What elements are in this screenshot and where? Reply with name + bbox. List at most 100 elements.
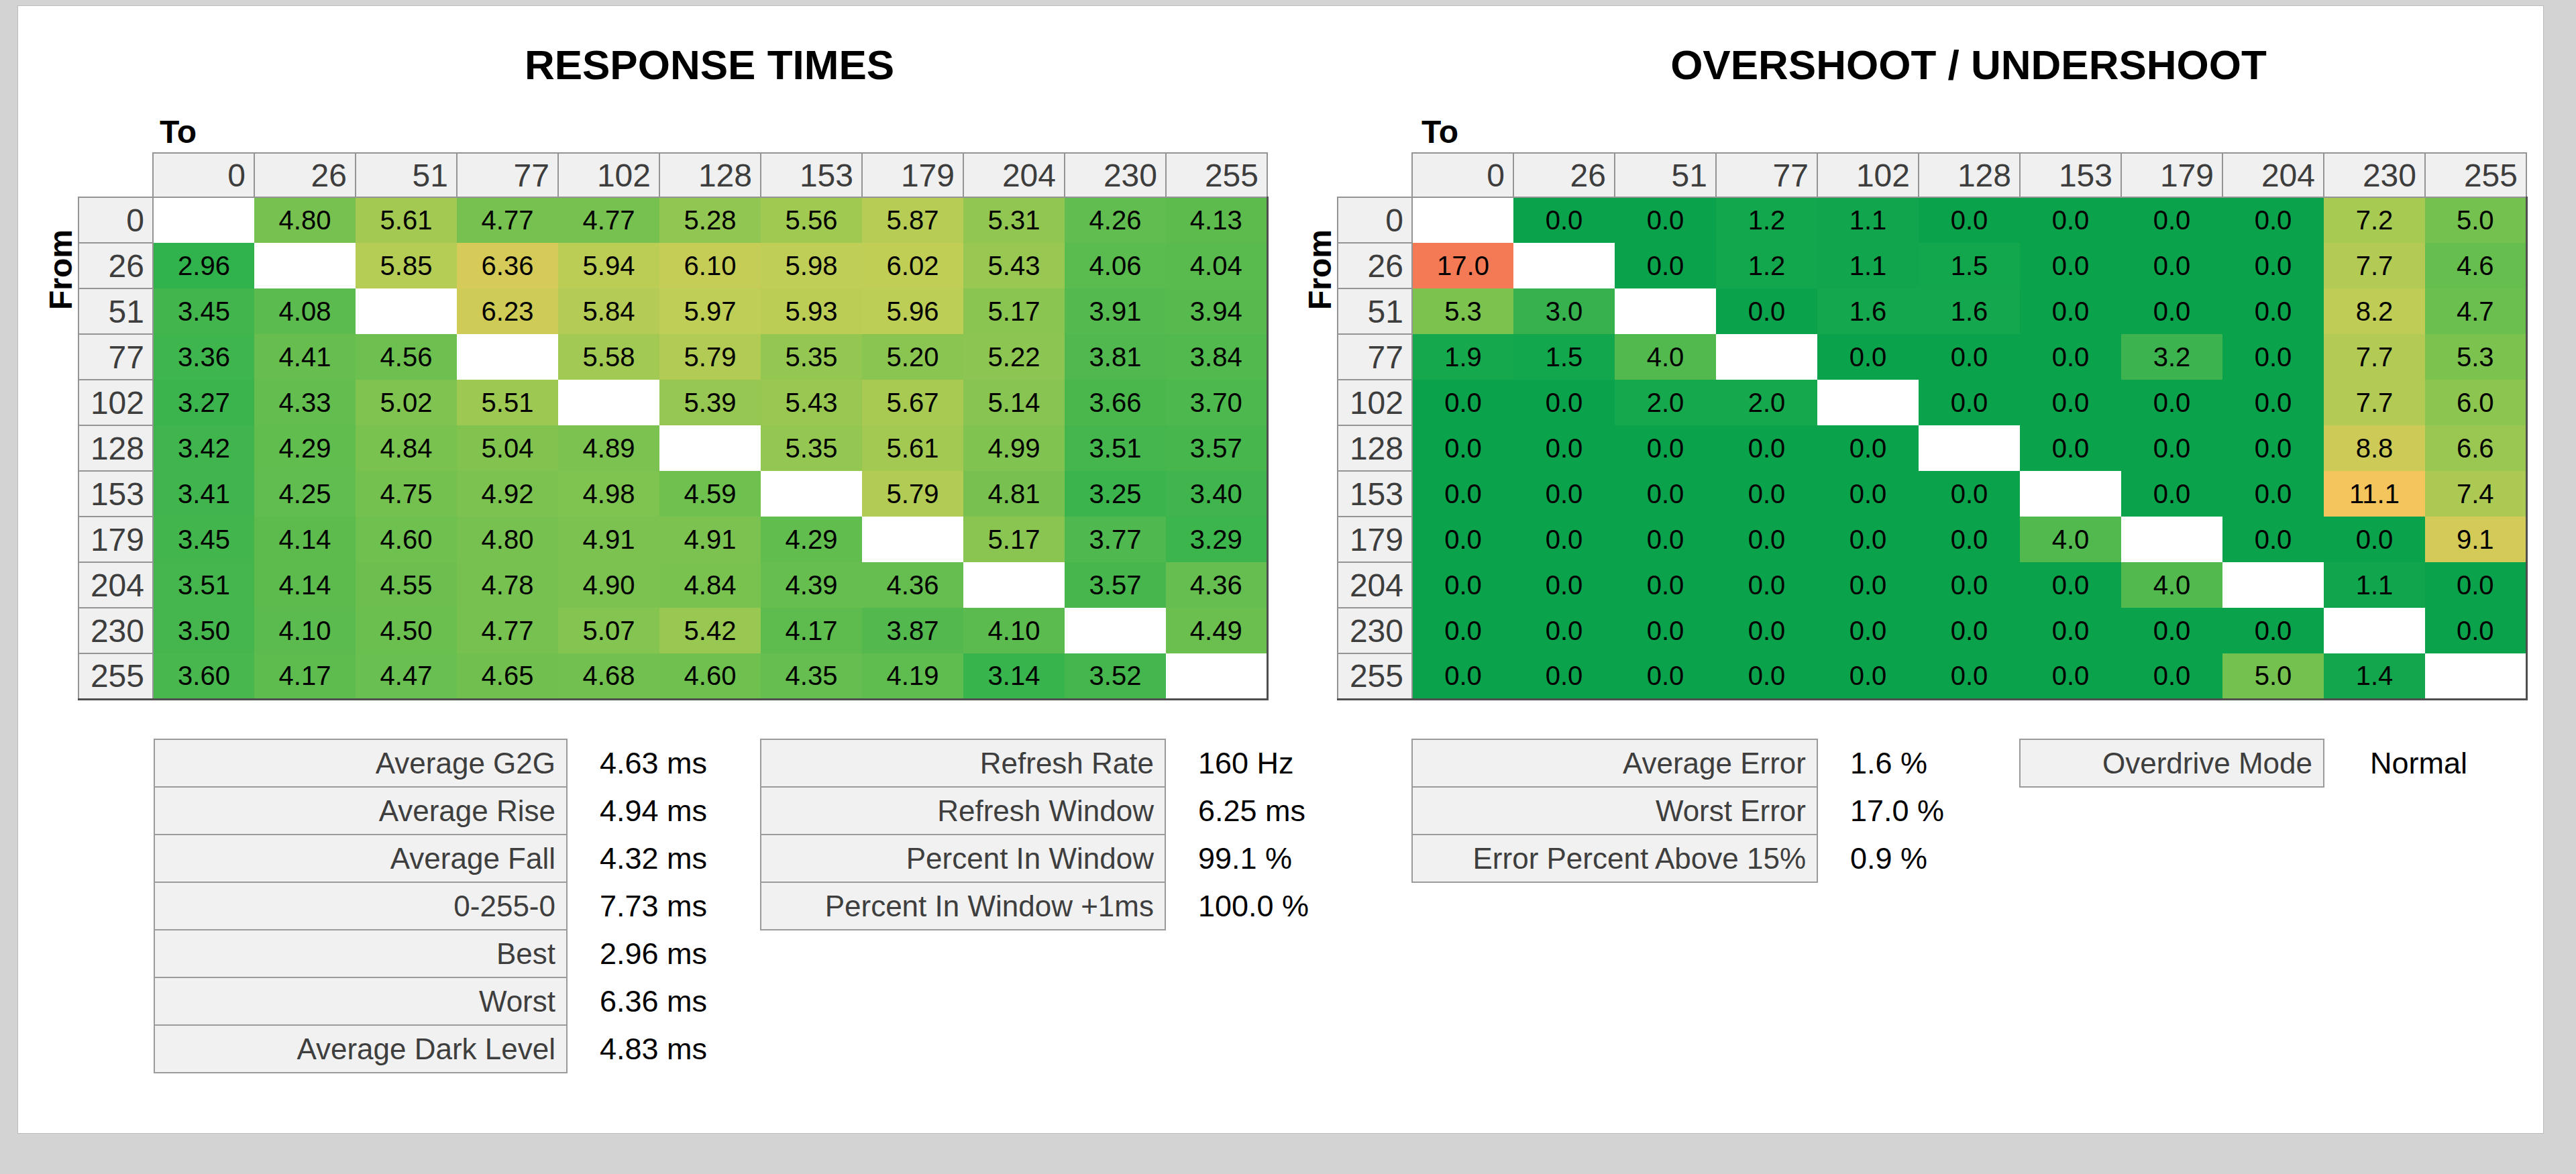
heatmap-cell: 0.0 [1412,425,1513,471]
heatmap-cell: 3.45 [153,517,254,562]
heatmap-cell: 0.0 [2222,197,2324,243]
heatmap-cell: 4.10 [963,608,1065,653]
heatmap-cell: 0.0 [1412,653,1513,699]
heatmap-cell-diagonal [2121,517,2222,562]
response-summary-row: Best2.96 ms [154,929,707,978]
row-header-255: 255 [1338,653,1412,699]
heatmap-cell: 5.98 [761,243,862,288]
error-summary-table: Average Error1.6 %Worst Error17.0 %Error… [1411,739,1944,883]
heatmap-cell: 0.0 [1716,425,1817,471]
heatmap-cell: 5.02 [356,380,457,425]
col-header-51: 51 [1615,153,1716,197]
refresh-summary-label: Refresh Window [760,786,1166,835]
heatmap-cell: 0.0 [1615,425,1716,471]
heatmap-cell: 5.43 [761,380,862,425]
heatmap-cell: 3.50 [153,608,254,653]
error-summary-row: Average Error1.6 % [1411,739,1944,788]
heatmap-cell: 0.0 [2425,608,2526,653]
heatmap-cell-diagonal [1716,334,1817,380]
overdrive-summary-label: Overdrive Mode [2019,739,2324,788]
heatmap-cell: 5.17 [963,288,1065,334]
heatmap-cell: 0.0 [2121,288,2222,334]
response-summary-value: 4.94 ms [600,794,707,829]
heatmap-cell: 4.6 [2425,243,2526,288]
overshoot-undershoot-heatmap: 026517710212815317920423025500.00.01.21.… [1337,152,2528,700]
heatmap-cell: 1.5 [1919,243,2020,288]
heatmap-cell: 1.2 [1716,197,1817,243]
heatmap-cell: 0.0 [1513,517,1615,562]
heatmap-cell: 0.0 [1513,562,1615,608]
heatmap-cell: 4.68 [558,653,659,699]
col-header-102: 102 [1817,153,1919,197]
heatmap-cell-diagonal [558,380,659,425]
heatmap-cell: 0.0 [2020,653,2121,699]
col-header-26: 26 [254,153,356,197]
response-summary-row: Average Fall4.32 ms [154,834,707,883]
heatmap-cell: 0.0 [2020,562,2121,608]
row-header-204: 204 [1338,562,1412,608]
row-header-179: 179 [1338,517,1412,562]
heatmap-cell: 4.14 [254,517,356,562]
heatmap-cell: 3.57 [1166,425,1267,471]
heatmap-cell: 4.0 [2121,562,2222,608]
response-summary-label: Best [154,929,568,978]
heatmap-cell: 2.0 [1716,380,1817,425]
row-header-77: 77 [78,334,153,380]
heatmap-cell: 4.36 [1166,562,1267,608]
col-header-230: 230 [1065,153,1166,197]
heatmap-cell: 0.0 [1919,608,2020,653]
heatmap-cell: 0.0 [2020,425,2121,471]
heatmap-cell: 0.0 [2425,562,2526,608]
col-header-204: 204 [2222,153,2324,197]
heatmap-cell: 5.93 [761,288,862,334]
response-summary-label: Average Dark Level [154,1024,568,1073]
heatmap-cell-diagonal [457,334,558,380]
col-header-230: 230 [2324,153,2425,197]
heatmap-cell: 3.0 [1513,288,1615,334]
col-header-179: 179 [2121,153,2222,197]
heatmap-cell: 0.0 [1615,517,1716,562]
heatmap-cell: 3.77 [1065,517,1166,562]
left-to-axis-label: To [160,113,197,150]
row-header-230: 230 [78,608,153,653]
response-summary-table: Average G2G4.63 msAverage Rise4.94 msAve… [154,739,707,1073]
heatmap-cell: 5.04 [457,425,558,471]
col-header-0: 0 [153,153,254,197]
heatmap-cell: 4.26 [1065,197,1166,243]
heatmap-cell: 0.0 [1615,562,1716,608]
response-summary-label: Average G2G [154,739,568,788]
heatmap-cell: 0.0 [1615,608,1716,653]
heatmap-cell-diagonal [963,562,1065,608]
heatmap-cell: 0.0 [1817,425,1919,471]
response-times-title: RESPONSE TIMES [152,41,1267,89]
heatmap-cell: 1.1 [2324,562,2425,608]
refresh-summary-row: Refresh Window6.25 ms [760,786,1309,835]
row-header-128: 128 [78,425,153,471]
heatmap-cell: 4.75 [356,471,457,517]
heatmap-cell: 5.43 [963,243,1065,288]
heatmap-cell: 6.02 [862,243,963,288]
response-summary-row: Worst6.36 ms [154,977,707,1026]
heatmap-cell-diagonal [1412,197,1513,243]
screenshot-root: { "chart_data": [ { "id": "response-time… [0,0,2576,1174]
heatmap-cell: 0.0 [1513,197,1615,243]
col-header-0: 0 [1412,153,1513,197]
heatmap-cell: 0.0 [1919,562,2020,608]
heatmap-cell-diagonal [1919,425,2020,471]
heatmap-cell: 0.0 [2222,471,2324,517]
right-from-axis-label: From [1303,199,1336,340]
row-header-51: 51 [78,288,153,334]
heatmap-cell: 5.3 [1412,288,1513,334]
heatmap-cell: 0.0 [1817,653,1919,699]
heatmap-cell: 4.77 [558,197,659,243]
heatmap-cell-diagonal [2425,653,2526,699]
heatmap-cell: 3.60 [153,653,254,699]
heatmap-cell: 5.22 [963,334,1065,380]
heatmap-cell: 5.67 [862,380,963,425]
error-summary-value: 1.6 % [1850,746,1927,781]
heatmap-cell: 5.85 [356,243,457,288]
refresh-summary-row: Refresh Rate160 Hz [760,739,1309,788]
heatmap-cell: 1.1 [1817,197,1919,243]
heatmap-cell: 5.31 [963,197,1065,243]
error-summary-label: Error Percent Above 15% [1411,834,1818,883]
